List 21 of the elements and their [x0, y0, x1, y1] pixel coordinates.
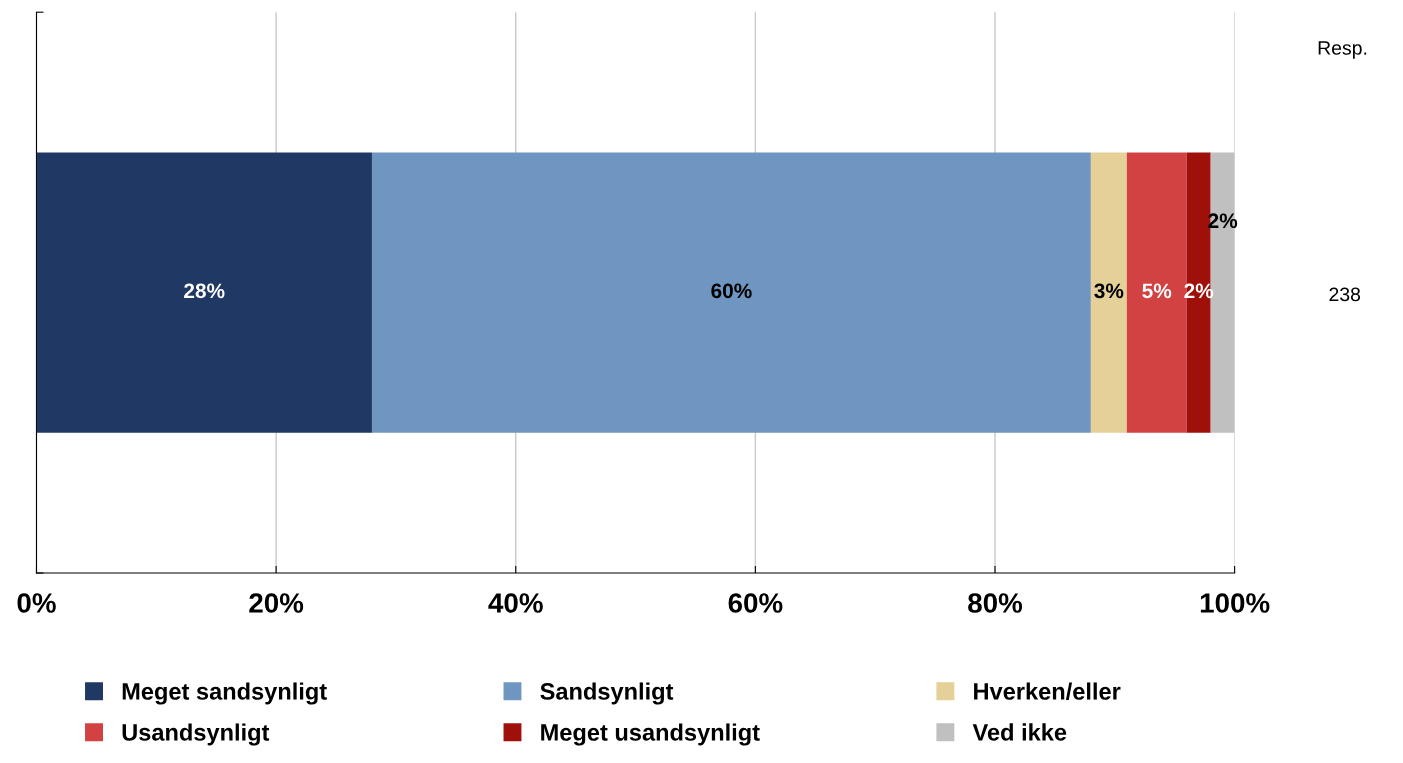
legend-label: Meget sandsynligt — [122, 682, 327, 705]
legend-label: Ved ikke — [972, 723, 1067, 741]
legend-label: Sandsynligt — [540, 682, 674, 705]
x-tick-label: 20% — [249, 593, 304, 613]
data-label: 28% — [184, 283, 225, 299]
x-tick-label: 0% — [17, 593, 56, 613]
bar — [1090, 152, 1127, 433]
text: 238 — [1329, 287, 1361, 302]
legend-label: Hverken/eller — [974, 682, 1121, 701]
text: Resp. — [1318, 41, 1367, 59]
bar — [371, 152, 1091, 433]
data-label: 60% — [711, 283, 752, 299]
x-tick-label: 100% — [1200, 593, 1270, 613]
data-label: 3% — [1094, 283, 1124, 299]
data-label: 5% — [1142, 283, 1172, 299]
x-tick-label: 80% — [968, 593, 1023, 613]
bar — [36, 152, 372, 433]
legend-label: Usandsynligt — [122, 723, 270, 746]
x-tick-label: 60% — [728, 593, 783, 613]
x-tick-label: 40% — [488, 593, 543, 613]
legend-label: Meget usandsynligt — [541, 723, 760, 746]
